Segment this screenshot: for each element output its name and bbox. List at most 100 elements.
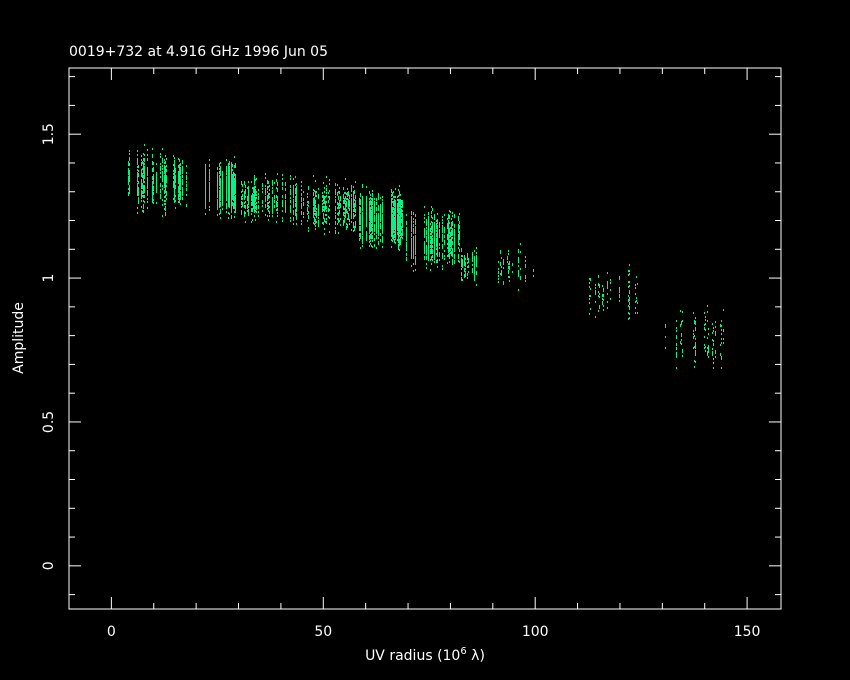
data-point <box>162 215 163 217</box>
data-point <box>374 238 375 240</box>
data-point <box>454 248 455 250</box>
data-point <box>434 238 435 240</box>
data-point <box>347 192 348 194</box>
data-point <box>451 251 452 253</box>
data-point <box>232 165 233 167</box>
data-point <box>335 206 336 208</box>
data-point <box>241 182 242 184</box>
data-point <box>391 217 392 219</box>
data-point <box>144 185 145 187</box>
data-point <box>401 220 402 222</box>
data-point <box>180 182 181 184</box>
data-point <box>345 178 346 180</box>
data-point <box>451 231 452 233</box>
data-point <box>252 208 253 210</box>
data-point <box>175 200 176 202</box>
data-point <box>156 185 157 187</box>
data-point <box>439 236 440 238</box>
data-point <box>345 196 346 198</box>
data-point <box>392 226 393 228</box>
data-point <box>454 214 455 216</box>
data-point <box>254 188 255 190</box>
data-point <box>174 169 175 171</box>
data-point <box>392 208 393 210</box>
data-point <box>175 168 176 170</box>
data-point <box>392 198 393 200</box>
data-point <box>141 179 142 181</box>
data-point <box>144 201 145 203</box>
data-point <box>231 190 232 192</box>
data-point <box>354 203 355 205</box>
data-point <box>318 223 319 225</box>
data-point <box>376 199 377 201</box>
data-point <box>144 154 145 156</box>
data-point <box>344 212 345 214</box>
data-point <box>370 218 371 220</box>
data-point <box>415 256 416 258</box>
data-point <box>378 218 379 220</box>
data-point <box>209 187 210 189</box>
data-point <box>349 203 350 205</box>
data-point <box>143 207 144 209</box>
data-point <box>138 173 139 175</box>
data-point <box>399 242 400 244</box>
data-point <box>382 232 383 234</box>
data-point <box>252 202 253 204</box>
data-point <box>354 192 355 194</box>
data-point <box>258 211 259 213</box>
data-point <box>143 181 144 183</box>
data-point <box>430 249 431 251</box>
data-point <box>394 228 395 230</box>
data-point <box>413 263 414 265</box>
data-point <box>182 194 183 196</box>
data-point <box>285 189 286 191</box>
data-point <box>141 183 142 185</box>
data-point <box>345 206 346 208</box>
data-point <box>137 185 138 187</box>
data-point <box>378 237 379 239</box>
data-point <box>267 208 268 210</box>
data-point <box>186 185 187 187</box>
data-point <box>222 195 223 197</box>
data-point <box>391 209 392 211</box>
data-point <box>301 194 302 196</box>
data-point <box>431 246 432 248</box>
data-point <box>222 180 223 182</box>
data-point <box>229 166 230 168</box>
data-point <box>147 149 148 151</box>
data-point <box>160 166 161 168</box>
data-point <box>162 179 163 181</box>
data-point <box>156 190 157 192</box>
data-point <box>128 176 129 178</box>
data-point <box>165 207 166 209</box>
data-point <box>397 211 398 213</box>
data-point <box>276 201 277 203</box>
data-point <box>265 173 266 175</box>
data-point <box>315 200 316 202</box>
data-point <box>232 191 233 193</box>
data-point <box>353 217 354 219</box>
data-point <box>137 193 138 195</box>
data-point <box>434 261 435 263</box>
data-point <box>428 255 429 257</box>
data-point <box>128 172 129 174</box>
data-point <box>153 202 154 204</box>
data-point <box>217 195 218 197</box>
data-point <box>366 216 367 218</box>
data-point <box>376 225 377 227</box>
data-point <box>175 179 176 181</box>
data-point <box>272 187 273 189</box>
data-point <box>369 218 370 220</box>
data-point <box>346 226 347 228</box>
data-point <box>434 254 435 256</box>
data-point <box>374 209 375 211</box>
data-point <box>165 181 166 183</box>
data-point <box>180 196 181 198</box>
data-point <box>277 190 278 192</box>
data-point <box>339 220 340 222</box>
data-point <box>166 158 167 160</box>
data-point <box>354 226 355 228</box>
data-point <box>449 216 450 218</box>
data-point <box>156 172 157 174</box>
